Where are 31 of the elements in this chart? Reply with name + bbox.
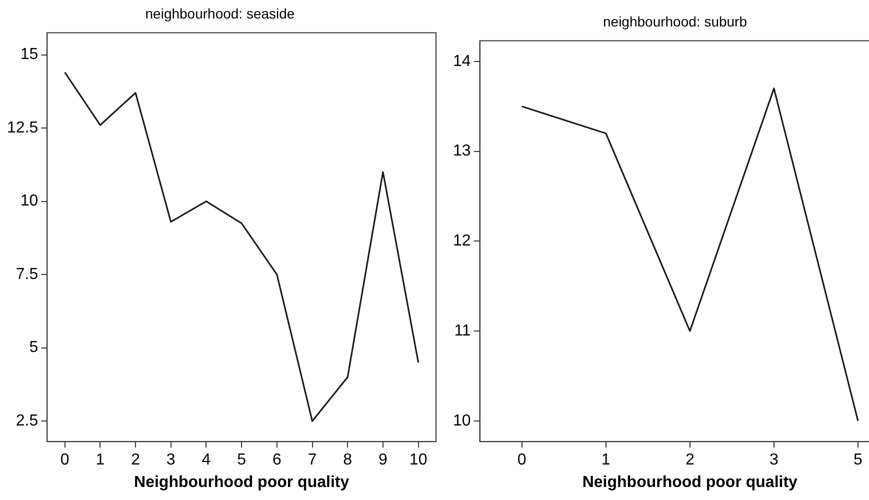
y-tick-label: 13 [453, 142, 471, 160]
x-tick-label: 1 [601, 452, 610, 469]
y-tick-label: 11 [454, 322, 471, 340]
chart-title: neighbourhood: suburb [602, 13, 748, 30]
x-tick-label: 6 [272, 452, 282, 469]
x-tick-label: 8 [343, 452, 352, 469]
y-tick-label: 10 [453, 412, 471, 430]
x-tick-label: 5 [854, 452, 863, 469]
y-tick-label: 14 [453, 52, 471, 70]
y-tick-label: 15 [20, 46, 38, 64]
x-tick-label: 2 [685, 452, 694, 469]
y-tick-label: 7.5 [16, 266, 38, 283]
x-tick-label: 7 [308, 452, 317, 469]
x-tick-label: 0 [517, 452, 526, 469]
y-tick-label: 5 [29, 339, 38, 356]
x-tick-label: 1 [96, 452, 105, 469]
x-tick-label: 2 [131, 452, 140, 469]
x-tick-label: 9 [378, 452, 388, 469]
x-tick-label: 10 [409, 452, 428, 469]
y-tick-label: 10 [20, 192, 38, 210]
y-tick-label: 2.5 [16, 412, 38, 430]
x-axis-title: Neighbourhood poor quality [134, 474, 350, 491]
x-tick-label: 0 [60, 452, 70, 469]
y-tick-label: 12 [453, 232, 471, 250]
x-tick-label: 3 [769, 452, 778, 469]
chart-title: neighbourhood: seaside [145, 5, 295, 22]
x-tick-label: 5 [237, 452, 246, 469]
x-axis-title: Neighbourhood poor quality [582, 474, 798, 491]
x-tick-label: 4 [202, 452, 211, 469]
y-tick-label: 12.5 [7, 119, 38, 136]
x-tick-label: 3 [166, 452, 176, 469]
